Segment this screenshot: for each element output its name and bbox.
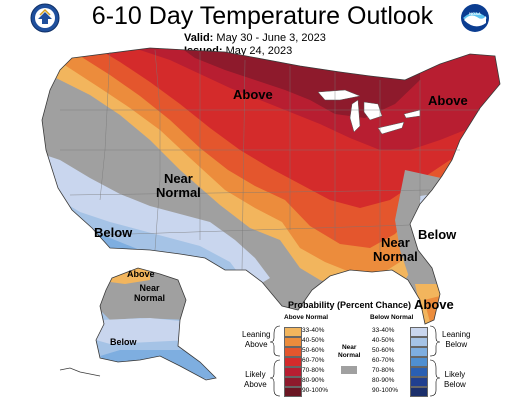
- legend-below-header: Below Normal: [370, 314, 414, 321]
- label-below-southwest: Below: [94, 225, 133, 240]
- probability-legend: Probability (Percent Chance) Above Norma…: [240, 300, 480, 402]
- label-below-southeast: Below: [418, 227, 457, 242]
- label-above-florida: Above: [414, 297, 454, 312]
- label-alaska-below: Below: [110, 337, 137, 347]
- legend-above-class-swatch: [284, 357, 302, 367]
- aleutian-islands: [59, 367, 101, 377]
- valid-dates: Valid: May 30 - June 3, 2023: [184, 32, 326, 44]
- noaa-logo: NOAA: [460, 3, 490, 33]
- legend-below-class-swatch: [410, 357, 428, 367]
- legend-above-class-label: 40-50%: [302, 337, 325, 344]
- legend-below-class-label: 60-70%: [372, 357, 395, 364]
- lake-erie: [377, 121, 405, 135]
- legend-above-class-label: 70-80%: [302, 367, 325, 374]
- label-above-northeast: Above: [428, 93, 468, 108]
- legend-below-class-swatch: [410, 377, 428, 387]
- valid-label: Valid:: [184, 32, 214, 44]
- legend-title: Probability (Percent Chance): [288, 300, 412, 310]
- legend-above-class-swatch: [284, 367, 302, 377]
- page-title: 6-10 Day Temperature Outlook: [91, 2, 434, 30]
- label-alaska-above: Above: [127, 269, 155, 279]
- legend-above-class-label: 50-60%: [302, 347, 325, 354]
- legend-below-class-label: 70-80%: [372, 367, 395, 374]
- alaska-outline: [95, 267, 217, 381]
- legend-below-class-swatch: [410, 347, 428, 357]
- legend-above-class-swatch: [284, 347, 302, 357]
- legend-leaning-below: Leaning Below: [442, 330, 471, 349]
- conus-outline: [41, 47, 501, 325]
- legend-below-class-label: 40-50%: [372, 337, 395, 344]
- legend-above-class-label: 80-90%: [302, 377, 325, 384]
- legend-brackets: [269, 325, 441, 397]
- legend-likely-above: Likely Above: [244, 370, 267, 389]
- legend-below-class-swatch: [410, 337, 428, 347]
- legend-below-class-label: 80-90%: [372, 377, 395, 384]
- label-near-normal-west: Near Normal: [156, 171, 201, 200]
- legend-leaning-above: Leaning Above: [242, 330, 271, 349]
- legend-above-class-swatch: [284, 387, 302, 397]
- lake-huron: [363, 101, 383, 121]
- label-above-north: Above: [233, 87, 273, 102]
- legend-above-header: Above Normal: [284, 314, 329, 321]
- legend-below-class-label: 50-60%: [372, 347, 395, 354]
- state-boundaries: [60, 49, 480, 271]
- legend-above-class-swatch: [284, 337, 302, 347]
- legend-above-class-label: 33-40%: [302, 327, 325, 334]
- legend-above-class-swatch: [284, 327, 302, 337]
- valid-value: May 30 - June 3, 2023: [216, 32, 326, 44]
- legend-likely-below: Likely Below: [444, 370, 466, 389]
- issued-value: May 24, 2023: [225, 45, 293, 57]
- legend-above-class-label: 60-70%: [302, 357, 325, 364]
- legend-near-normal-label: Near Normal: [338, 344, 361, 359]
- legend-below-class-swatch: [410, 367, 428, 377]
- legend-near-normal-swatch: [341, 366, 357, 374]
- legend-below-class-label: 33-40%: [372, 327, 395, 334]
- lake-superior: [317, 89, 361, 101]
- legend-below-class-label: 90-100%: [372, 387, 399, 394]
- label-near-normal-southeast: Near Normal: [373, 235, 418, 264]
- legend-below-class-swatch: [410, 327, 428, 337]
- legend-above-class-swatch: [284, 377, 302, 387]
- lake-michigan: [349, 99, 361, 133]
- commerce-seal-logo: [30, 3, 60, 33]
- legend-below-class-swatch: [410, 387, 428, 397]
- label-alaska-near-normal: Near Normal: [134, 283, 166, 303]
- legend-above-class-label: 90-100%: [302, 387, 329, 394]
- noaa-logo-text: NOAA: [469, 11, 481, 16]
